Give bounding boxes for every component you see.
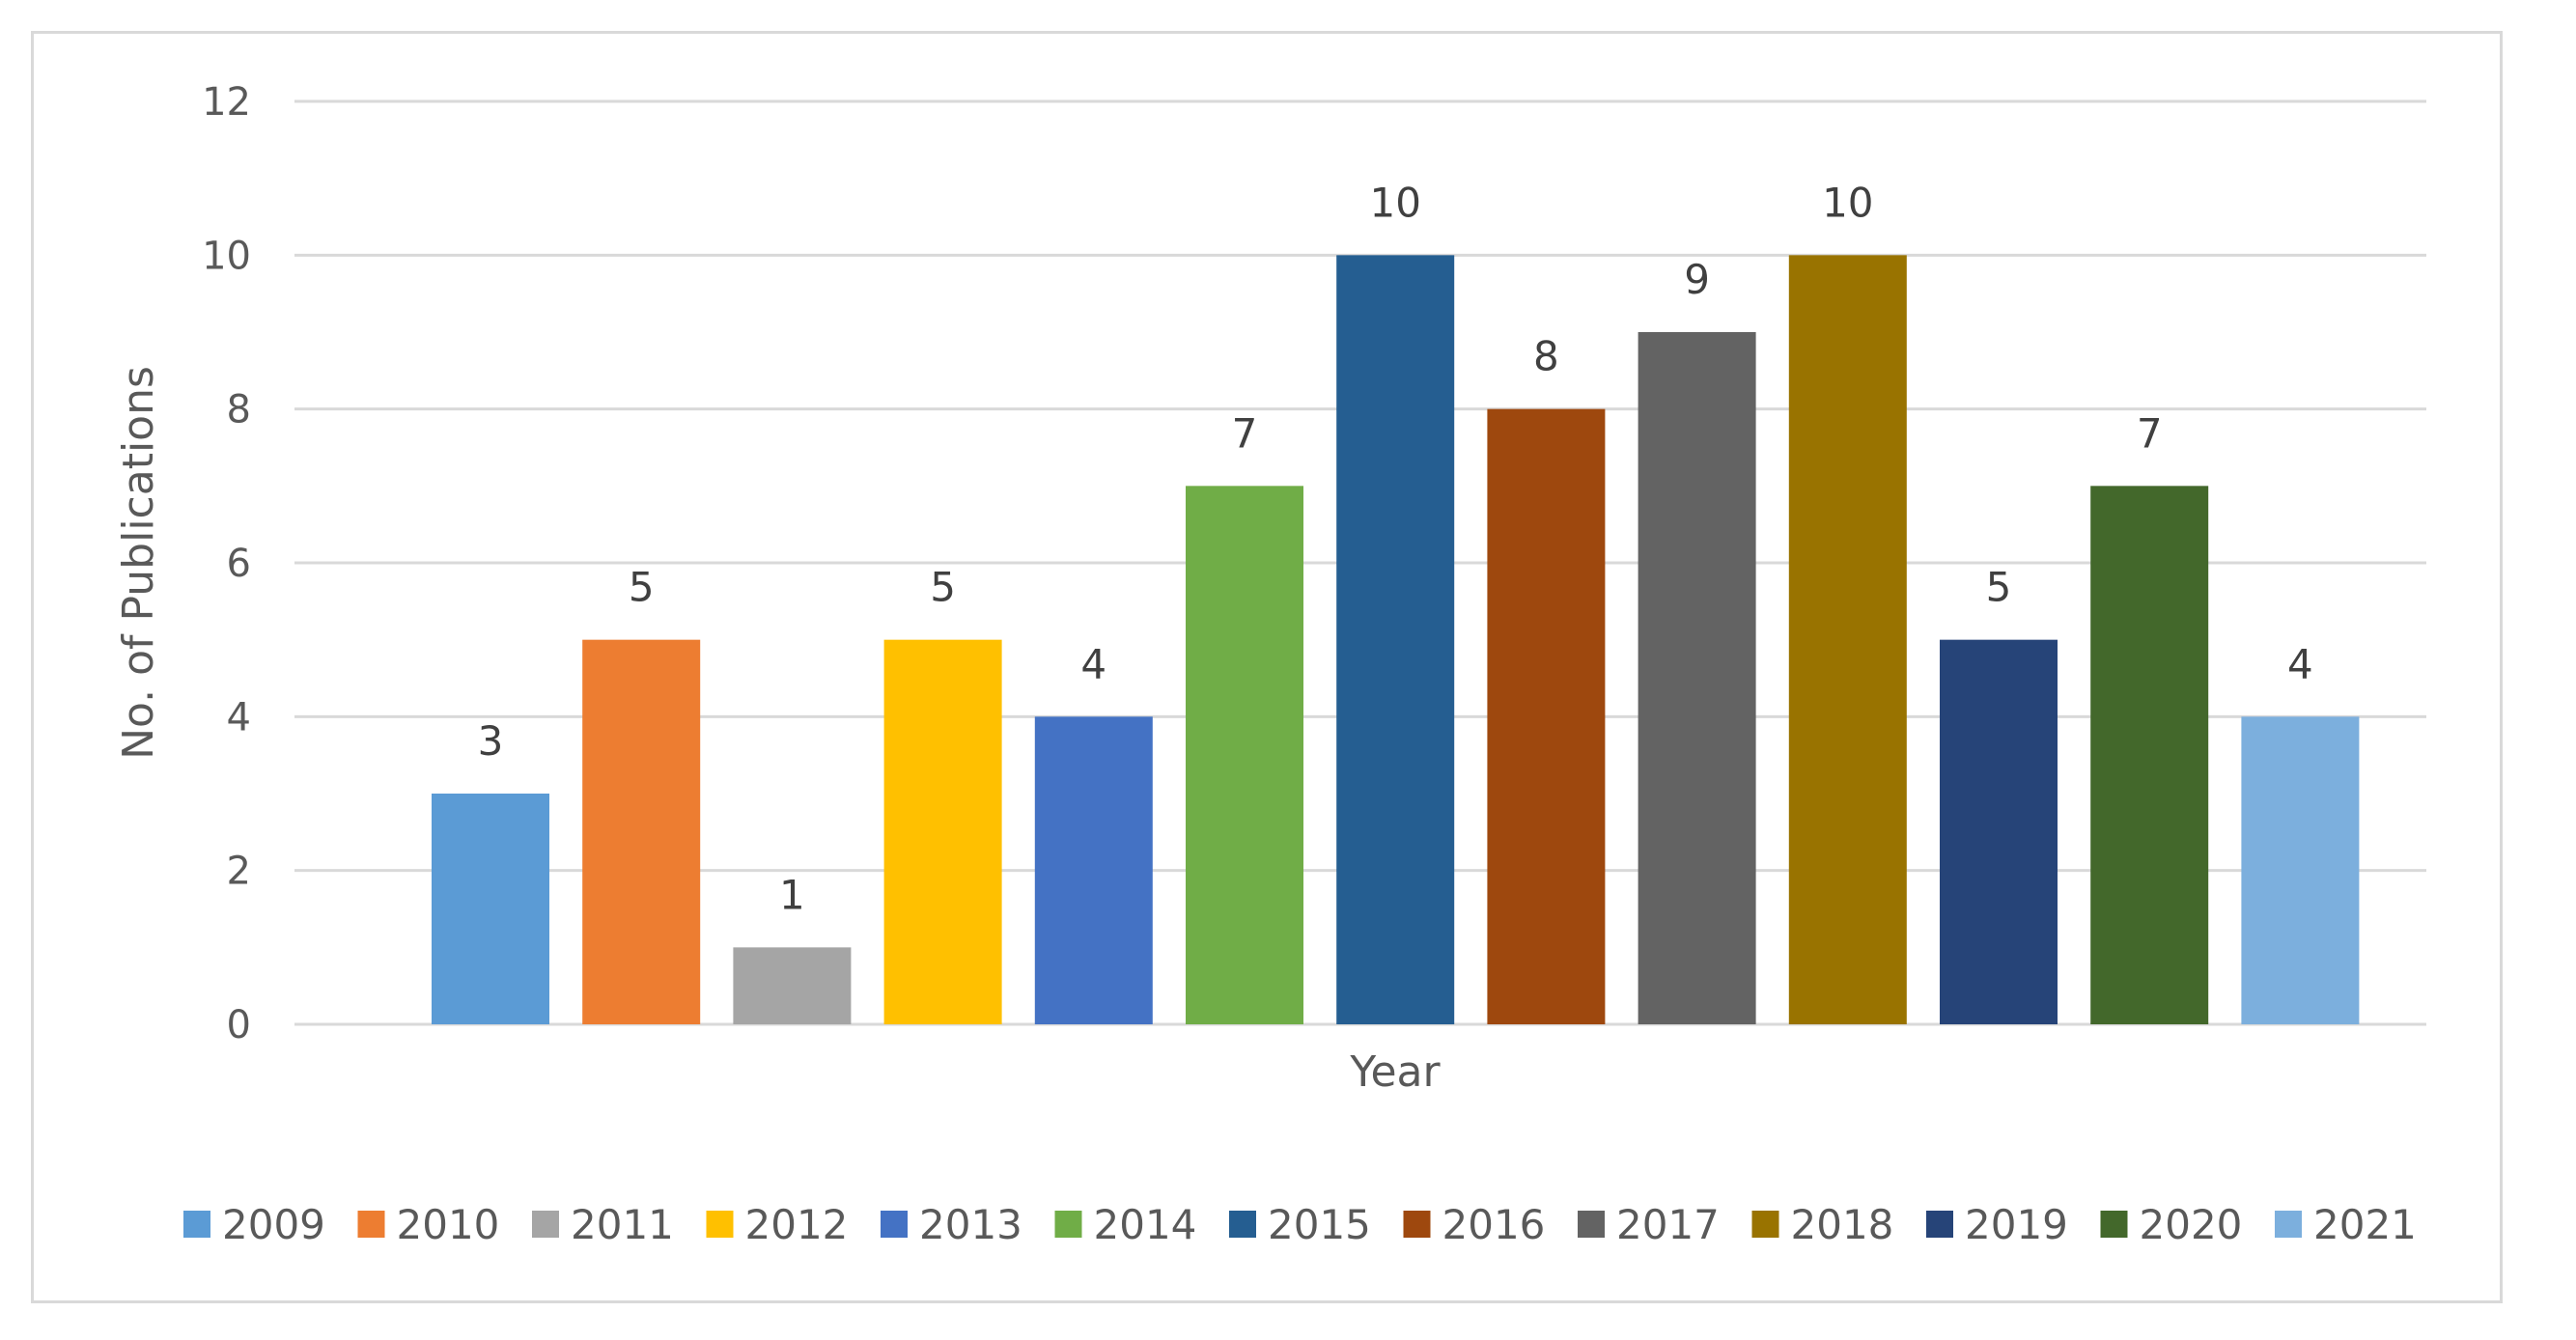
legend: 2009 2010 2011 2012 2013 2014 2015 2016 2017 2018…	[183, 1201, 2417, 1248]
data-labels: 3 5 1 5 4 7 10 8 9 10 5 7 4	[478, 179, 2313, 918]
legend-swatch	[532, 1211, 559, 1238]
legend-item-2011: 2011	[532, 1201, 674, 1248]
y-axis-title: No. of Publications	[114, 366, 163, 760]
legend-label: 2018	[1791, 1201, 1894, 1248]
y-tick-label: 6	[227, 542, 251, 586]
y-tick-label: 8	[227, 388, 251, 433]
bar-2017	[1638, 332, 1756, 1024]
legend-label: 2017	[1616, 1201, 1720, 1248]
bar-2016	[1487, 408, 1606, 1025]
legend-label: 2019	[1965, 1201, 2068, 1248]
bar-2014	[1186, 486, 1303, 1024]
legend-item-2012: 2012	[706, 1201, 849, 1248]
bar-2011	[733, 947, 852, 1024]
legend-label: 2013	[919, 1201, 1022, 1248]
bar-2018	[1788, 255, 1907, 1024]
data-label-2018: 10	[1822, 179, 1873, 226]
bar-2009	[432, 794, 549, 1024]
legend-item-2021: 2021	[2275, 1201, 2417, 1248]
data-label-2015: 10	[1369, 179, 1420, 226]
legend-swatch	[1229, 1211, 1256, 1238]
y-axis-ticks: 0 2 4 6 8 10 12	[202, 80, 251, 1047]
legend-swatch	[357, 1211, 385, 1238]
legend-label: 2009	[222, 1201, 325, 1248]
data-label-2020: 7	[2137, 409, 2163, 457]
legend-swatch	[1578, 1211, 1605, 1238]
legend-item-2010: 2010	[357, 1201, 500, 1248]
y-tick-label: 0	[227, 1003, 251, 1047]
legend-swatch	[1926, 1211, 1953, 1238]
data-label-2014: 7	[1232, 409, 1258, 457]
data-label-2013: 4	[1080, 640, 1106, 687]
bar-2013	[1034, 716, 1153, 1024]
legend-label: 2016	[1442, 1201, 1546, 1248]
legend-swatch	[881, 1211, 908, 1238]
data-label-2016: 8	[1533, 333, 1559, 380]
data-label-2011: 1	[779, 871, 805, 918]
legend-label: 2011	[571, 1201, 674, 1248]
legend-label: 2012	[745, 1201, 849, 1248]
legend-label: 2015	[1268, 1201, 1371, 1248]
y-tick-label: 12	[202, 80, 251, 125]
legend-swatch	[1751, 1211, 1779, 1238]
chart-frame: 0 2 4 6 8 10 12 3 5 1 5 4 7 10 8 9 10 5 7 4 No. of Publica…	[31, 31, 2503, 1303]
legend-item-2019: 2019	[1926, 1201, 2068, 1248]
bars	[432, 255, 2360, 1025]
x-axis-title: Year	[1349, 1047, 1441, 1097]
data-label-2019: 5	[1986, 564, 2012, 611]
y-tick-label: 2	[227, 850, 251, 894]
legend-swatch	[2275, 1211, 2302, 1238]
bar-2021	[2241, 716, 2360, 1024]
legend-item-2017: 2017	[1578, 1201, 1720, 1248]
legend-item-2015: 2015	[1229, 1201, 1371, 1248]
bar-2015	[1336, 255, 1455, 1024]
data-label-2009: 3	[478, 717, 504, 765]
legend-swatch	[1403, 1211, 1431, 1238]
data-label-2017: 9	[1684, 256, 1710, 303]
y-tick-label: 4	[227, 695, 251, 740]
data-label-2012: 5	[930, 564, 956, 611]
legend-item-2009: 2009	[183, 1201, 325, 1248]
legend-label: 2010	[397, 1201, 500, 1248]
legend-item-2014: 2014	[1054, 1201, 1197, 1248]
legend-item-2020: 2020	[2100, 1201, 2243, 1248]
y-tick-label: 10	[202, 234, 251, 278]
legend-swatch	[2100, 1211, 2128, 1238]
bar-2020	[2090, 486, 2209, 1024]
data-label-2010: 5	[629, 564, 655, 611]
legend-swatch	[1054, 1211, 1082, 1238]
legend-label: 2014	[1094, 1201, 1197, 1248]
bar-2019	[1940, 639, 2058, 1024]
legend-swatch	[706, 1211, 734, 1238]
legend-item-2016: 2016	[1403, 1201, 1546, 1248]
bar-2010	[582, 639, 701, 1024]
bar-2012	[883, 639, 1002, 1024]
legend-label: 2020	[2140, 1201, 2243, 1248]
data-label-2021: 4	[2287, 640, 2313, 687]
legend-label: 2021	[2313, 1201, 2417, 1248]
legend-swatch	[183, 1211, 210, 1238]
bar-chart: 0 2 4 6 8 10 12 3 5 1 5 4 7 10 8 9 10 5 7 4 No. of Publica…	[114, 80, 2426, 1248]
legend-item-2013: 2013	[881, 1201, 1022, 1248]
legend-item-2018: 2018	[1751, 1201, 1894, 1248]
